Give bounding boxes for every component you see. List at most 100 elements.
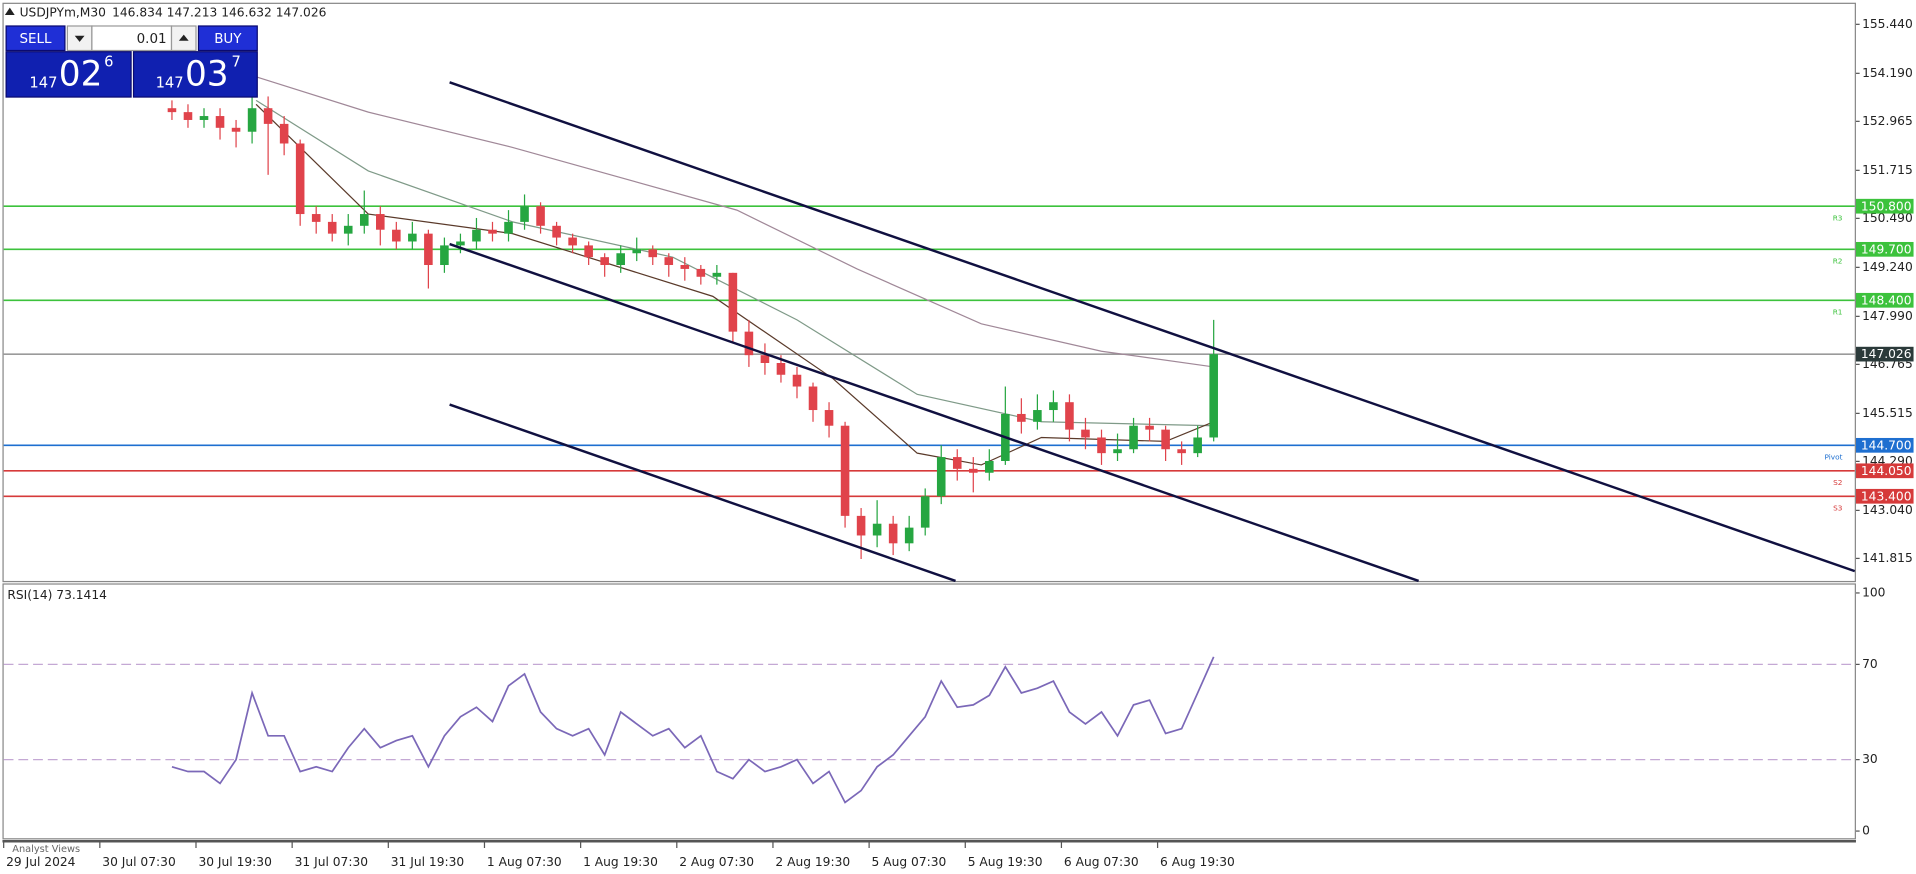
x-tick-label: 2 Aug 07:30 — [679, 855, 754, 869]
x-tick-label: 6 Aug 19:30 — [1160, 855, 1235, 869]
buy-price-box[interactable] — [132, 51, 258, 98]
candle-body — [215, 116, 225, 128]
candle-body — [1049, 402, 1058, 411]
candle-body — [840, 425, 850, 516]
sell-price-box[interactable] — [5, 51, 132, 98]
moving-average — [255, 76, 1214, 368]
candle-body — [856, 515, 866, 536]
buy-pips: 03 — [185, 55, 229, 95]
level-name: R3 — [1833, 213, 1843, 222]
candle-body — [1161, 429, 1170, 450]
sell-label[interactable]: SELL — [19, 31, 52, 47]
candle-body — [616, 253, 625, 266]
candle-body — [872, 523, 882, 536]
candle-body — [728, 272, 738, 332]
candle-body — [904, 527, 914, 544]
price-pane-frame — [2, 2, 1856, 583]
candle-body — [408, 233, 417, 242]
y-tick-label: 149.240 — [1862, 260, 1913, 274]
candle-body — [376, 214, 385, 230]
candle-body — [199, 116, 209, 120]
symbol: USDJPYm,M30 — [20, 5, 106, 19]
x-tick-label: 31 Jul 07:30 — [295, 855, 368, 869]
y-tick-label: 0 — [1862, 824, 1870, 838]
x-tick-label: 2 Aug 19:30 — [775, 855, 850, 869]
y-tick-label: 147.990 — [1862, 309, 1913, 323]
level-name: R1 — [1833, 308, 1843, 317]
candle-body — [247, 108, 257, 132]
down-arrow — [74, 35, 85, 42]
candle-body — [520, 206, 529, 222]
candle-body — [584, 245, 593, 258]
candle-body — [776, 363, 786, 375]
trend-line — [449, 81, 1856, 573]
buy-label[interactable]: BUY — [214, 31, 242, 47]
x-tick-label: 6 Aug 07:30 — [1064, 855, 1139, 869]
candle-body — [327, 221, 337, 234]
price-label: 143.400 — [1861, 489, 1912, 503]
x-tick-label: 29 Jul 2024 — [6, 855, 76, 869]
candle-body — [1033, 410, 1042, 422]
candle-body — [392, 229, 401, 242]
candle-body — [343, 225, 353, 234]
candle-body — [263, 108, 273, 124]
indicator-title: RSI(14) 73.1414 — [7, 588, 107, 602]
candle-body — [1017, 413, 1026, 422]
y-tick-label: 145.515 — [1862, 406, 1913, 420]
buy-button[interactable] — [197, 25, 258, 52]
lot-value[interactable]: 0.01 — [137, 31, 167, 47]
price-label: 144.050 — [1861, 464, 1912, 478]
price-label: 144.700 — [1861, 438, 1912, 452]
x-tick-label: 31 Jul 19:30 — [391, 855, 464, 869]
candle-body — [167, 108, 177, 113]
level-name: Pivot — [1824, 453, 1842, 462]
candle-body — [824, 410, 834, 426]
candle-body — [952, 457, 962, 469]
candle-body — [808, 386, 818, 411]
trade-panel: SELL 0.01 BUY 147 02 6 147 03 7 — [5, 25, 258, 98]
buy-big-figure: 147 — [156, 75, 184, 92]
symbol-header: USDJPYm,M30 146.834 147.213 146.632 147.0… — [20, 5, 327, 19]
y-tick-label: 141.815 — [1862, 551, 1913, 565]
candle-body — [632, 249, 642, 254]
sell-point: 6 — [104, 54, 113, 71]
candle-body — [1113, 449, 1122, 454]
trend-line — [449, 242, 1420, 583]
candle-body — [231, 127, 241, 132]
x-tick-label: 5 Aug 07:30 — [872, 855, 947, 869]
candle-body — [440, 245, 449, 266]
candle-body — [311, 214, 321, 222]
candle-body — [744, 331, 754, 356]
candle-body — [359, 214, 369, 226]
price-label: 149.700 — [1861, 242, 1912, 256]
candle-body — [936, 457, 946, 497]
y-tick-label: 143.040 — [1862, 503, 1913, 517]
candle-body — [600, 257, 609, 266]
price-label-box — [1855, 292, 1914, 308]
candle-body — [1177, 449, 1186, 454]
y-tick-label: 70 — [1862, 657, 1878, 671]
candle-body — [488, 229, 497, 234]
collapse-icon[interactable] — [4, 7, 15, 15]
sell-button[interactable] — [5, 25, 66, 52]
candle-body — [760, 355, 770, 364]
candle-body — [568, 237, 577, 246]
candle-body — [680, 265, 690, 269]
candle-body — [792, 374, 802, 387]
up-arrow — [178, 34, 189, 41]
price-label: 147.026 — [1861, 347, 1912, 361]
price-label-box — [1855, 488, 1914, 504]
y-tick-label: 100 — [1862, 585, 1885, 599]
candle-body — [1193, 437, 1202, 454]
rsi-line — [171, 656, 1215, 804]
candle-body — [456, 241, 465, 246]
candle-body — [295, 143, 305, 215]
y-tick-label: 154.190 — [1862, 66, 1913, 80]
y-tick-label: 30 — [1862, 752, 1878, 766]
price-label-box — [1855, 346, 1914, 362]
candle-body — [664, 257, 674, 266]
footer-tab[interactable]: Analyst Views — [12, 844, 80, 855]
